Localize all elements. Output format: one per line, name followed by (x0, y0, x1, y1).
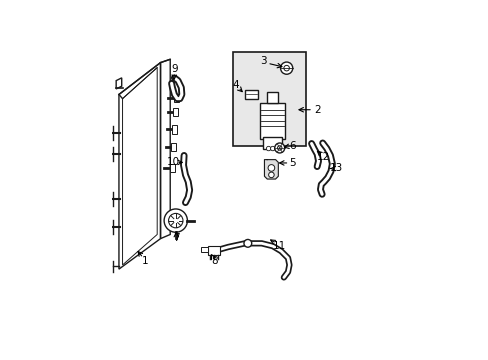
Text: 10: 10 (166, 157, 179, 167)
Bar (263, 138, 282, 149)
Bar (244, 90, 258, 99)
Text: 11: 11 (272, 240, 286, 251)
Circle shape (164, 209, 187, 232)
Polygon shape (264, 159, 278, 179)
Circle shape (277, 146, 282, 150)
Text: 1: 1 (141, 256, 148, 266)
Bar (260, 103, 285, 139)
Bar (267, 92, 278, 103)
Circle shape (268, 172, 274, 177)
Text: 13: 13 (329, 163, 343, 174)
Bar (171, 143, 176, 151)
Text: 9: 9 (171, 64, 177, 74)
Text: 7: 7 (173, 233, 179, 243)
Circle shape (267, 165, 274, 171)
Circle shape (266, 146, 270, 151)
Bar (200, 247, 208, 252)
Text: 8: 8 (211, 256, 218, 266)
Circle shape (168, 213, 183, 228)
Circle shape (244, 239, 251, 247)
Circle shape (274, 143, 284, 153)
Text: 2: 2 (313, 105, 320, 115)
Bar (232, 51, 305, 146)
Bar (170, 164, 175, 172)
Circle shape (284, 66, 289, 71)
Text: 6: 6 (288, 141, 295, 151)
Text: 12: 12 (316, 152, 329, 162)
Text: 3: 3 (259, 56, 266, 66)
Bar (173, 108, 178, 116)
Bar (172, 125, 177, 134)
Circle shape (280, 62, 292, 74)
Text: 5: 5 (289, 158, 295, 168)
Circle shape (270, 146, 274, 151)
Text: 4: 4 (232, 80, 238, 90)
Circle shape (274, 146, 279, 151)
Bar (207, 246, 220, 255)
Bar (173, 94, 179, 102)
